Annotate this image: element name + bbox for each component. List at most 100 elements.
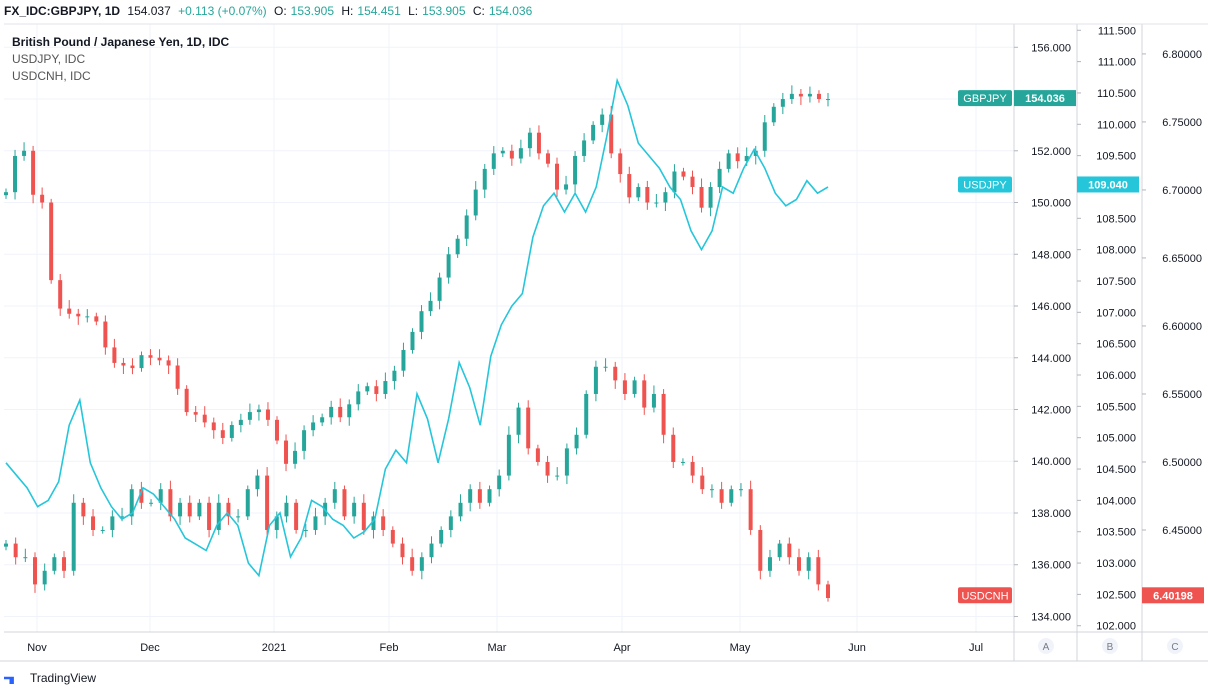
gbpjpy-candle-body — [293, 450, 298, 464]
gbpjpy-candle-body — [500, 150, 505, 154]
axis-tick-label: 6.55000 — [1162, 389, 1202, 401]
gbpjpy-candle-body — [85, 316, 90, 318]
open-value: 153.905 — [290, 4, 335, 18]
usdcnh-candle-body — [816, 557, 821, 585]
high-value: 154.451 — [357, 4, 401, 18]
legend-usdcnh[interactable]: USDCNH, IDC — [12, 69, 91, 83]
gbpjpy-candle-body — [609, 114, 614, 154]
high-label: H: — [341, 4, 354, 18]
gbpjpy-candle-body — [4, 192, 8, 196]
usdjpy-name-badge-text: USDJPY — [963, 179, 1007, 191]
legend-usdjpy[interactable]: USDJPY, IDC — [12, 52, 86, 66]
gbpjpy-candle-body — [392, 370, 397, 382]
gbpjpy-candle-body — [545, 153, 550, 164]
gbpjpy-candle-body — [401, 349, 406, 371]
gbpjpy-candle-body — [157, 357, 162, 361]
gbpjpy-candle-body — [627, 174, 632, 198]
usdcnh-candle-body — [419, 557, 424, 571]
usdcnh-candle-body — [429, 543, 434, 558]
scale-button-label: B — [1107, 642, 1114, 653]
gbpjpy-candle-body — [428, 300, 433, 312]
gbpjpy-candle-body — [446, 254, 451, 278]
usdcnh-candle-body — [506, 434, 511, 476]
usdcnh-candle-body — [622, 380, 627, 394]
gbpjpy-candle-body — [645, 186, 650, 203]
low-value: 153.905 — [422, 4, 466, 18]
plot-background — [4, 24, 1014, 632]
usdcnh-candle-body — [33, 557, 38, 585]
usdcnh-candle-body — [332, 489, 337, 503]
gbpjpy-candle-body — [103, 321, 108, 348]
usdcnh-candle-body — [216, 502, 221, 530]
axis-tick-label: 156.000 — [1031, 42, 1071, 54]
axis-tick-label: 103.500 — [1096, 527, 1136, 539]
gbpjpy-candle-body — [780, 99, 785, 107]
usdcnh-value-badge-text: 6.40198 — [1153, 590, 1193, 602]
usdcnh-candle-body — [62, 557, 67, 571]
axis-tick-label: 144.000 — [1031, 353, 1071, 365]
axis-tick-label: 106.000 — [1096, 370, 1136, 382]
symbol-name[interactable]: FX_IDC:GBPJPY, 1D — [4, 4, 121, 18]
axis-tick-label: 111.000 — [1098, 57, 1136, 69]
usdcnh-candle-body — [535, 448, 540, 462]
usdcnh-candle-body — [642, 380, 647, 408]
gbpjpy-candle-body — [67, 308, 72, 314]
usdcnh-candle-body — [294, 502, 299, 530]
gbpjpy-candle-body — [564, 184, 569, 190]
usdcnh-candle-body — [574, 434, 579, 449]
gbpjpy-candle-body — [681, 171, 686, 177]
gbpjpy-candle-body — [744, 155, 749, 162]
usdcnh-candle-body — [313, 516, 318, 530]
x-axis-label: May — [730, 642, 751, 654]
legend-main-series[interactable]: British Pound / Japanese Yen, 1D, IDC — [12, 35, 230, 49]
gbpjpy-candle-body — [826, 99, 830, 101]
axis-tick-label: 102.000 — [1096, 621, 1136, 633]
gbpjpy-candle-body — [193, 412, 198, 415]
usdjpy-name-badge — [958, 176, 1012, 193]
tradingview-logo[interactable]: TradingView — [4, 671, 96, 685]
gbpjpy-name-badge-text: GBPJPY — [963, 93, 1007, 105]
gbpjpy-candle-body — [175, 365, 180, 389]
x-axis-label: Nov — [27, 642, 47, 654]
gbpjpy-candle-body — [591, 124, 596, 141]
gbpjpy-candle-body — [130, 365, 135, 369]
usdcnh-candle-body — [526, 407, 531, 449]
gbpjpy-candle-body — [464, 215, 469, 239]
axis-tick-label: 148.000 — [1031, 249, 1071, 261]
usdcnh-name-badge-text: USDCNH — [961, 590, 1008, 602]
gbpjpy-candle-body — [22, 150, 27, 156]
gbpjpy-candle-body — [726, 153, 731, 169]
axis-tick-label: 110.000 — [1097, 119, 1136, 131]
x-axis-label: 2021 — [262, 642, 286, 654]
gbpjpy-candle-body — [618, 153, 623, 175]
gbpjpy-candle-body — [256, 409, 261, 413]
gbpjpy-candle-body — [654, 202, 659, 204]
usdcnh-candle-body — [245, 489, 250, 517]
low-label: L: — [408, 4, 419, 18]
close-value: 154.036 — [488, 4, 533, 18]
usdjpy-line — [5, 77, 829, 578]
usdcnh-candle-body — [110, 516, 115, 530]
usdcnh-candle-body — [826, 584, 830, 598]
axis-tick-label: 105.000 — [1096, 433, 1136, 445]
usdcnh-candle-body — [700, 475, 705, 490]
usdcnh-candle-body — [439, 529, 444, 544]
axis-tick-label: 6.65000 — [1162, 253, 1202, 265]
scale-button-a[interactable] — [1038, 638, 1054, 654]
scale-button-c[interactable] — [1167, 638, 1183, 654]
usdcnh-candle-body — [468, 489, 473, 503]
x-axis-label: Mar — [488, 642, 507, 654]
usdcnh-candle-body — [284, 502, 289, 517]
x-axis-label: Dec — [140, 642, 160, 654]
usdcnh-candle-body — [342, 489, 347, 517]
scale-button-b[interactable] — [1102, 638, 1118, 654]
gbpjpy-candle-body — [672, 171, 677, 193]
gbpjpy-candle-body — [347, 404, 352, 418]
gbpjpy-candle-body — [789, 93, 794, 100]
usdcnh-candle-body — [207, 502, 212, 530]
usdcnh-candle-body — [120, 516, 125, 518]
gbpjpy-candle-body — [265, 409, 270, 420]
symbol-header: FX_IDC:GBPJPY, 1D 154.037 +0.113 (+0.07%… — [0, 0, 1208, 22]
gbpjpy-candle-body — [220, 430, 225, 438]
